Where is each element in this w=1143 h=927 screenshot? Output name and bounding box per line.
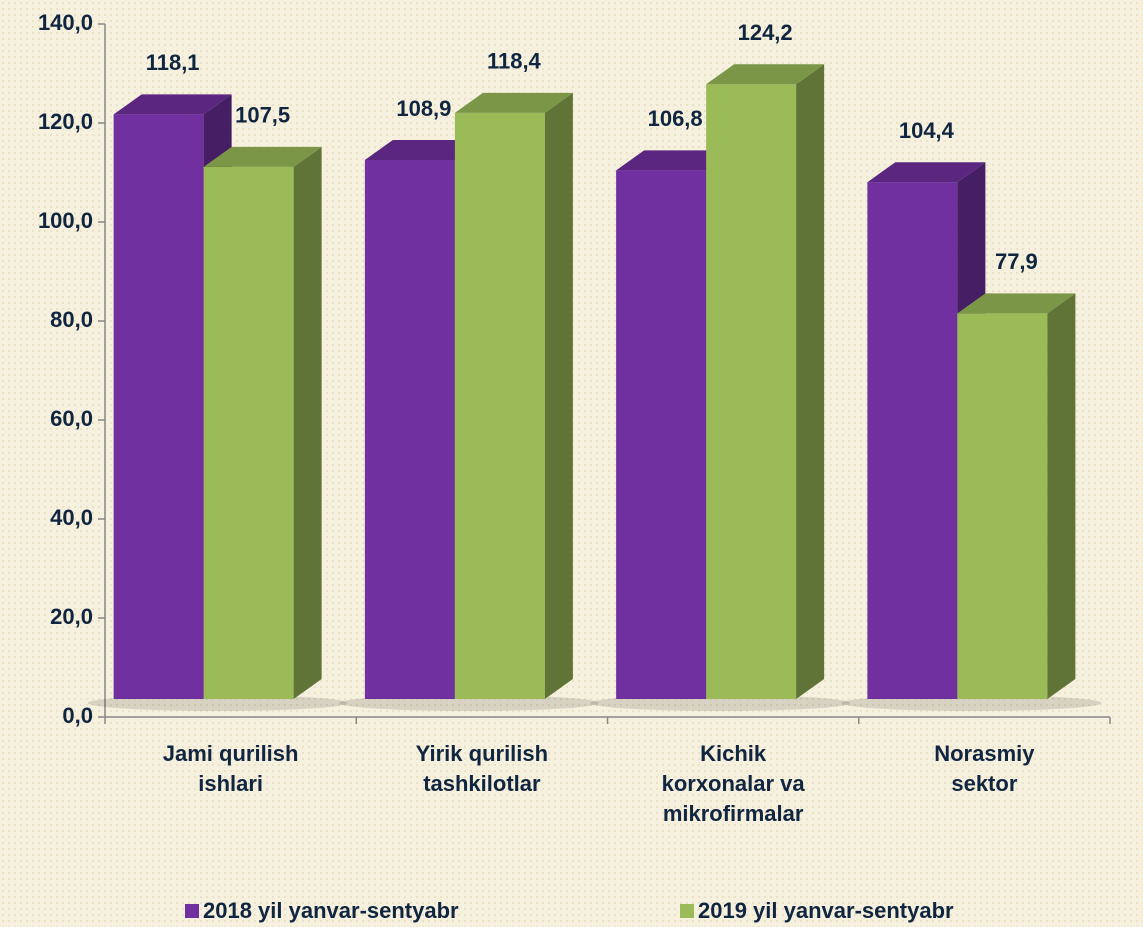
bar-top	[203, 146, 322, 167]
data-label: 118,4	[487, 49, 542, 74]
bar-top	[957, 293, 1076, 314]
bar-front	[113, 114, 204, 699]
bar	[203, 146, 322, 699]
bar-top	[616, 150, 735, 171]
data-label: 106,8	[648, 106, 703, 131]
bar-top	[706, 64, 825, 85]
bar-top	[454, 92, 573, 113]
y-tick-label: 140,0	[38, 10, 93, 35]
y-tick-label: 0,0	[62, 703, 93, 728]
bar-front	[957, 313, 1048, 699]
data-label: 77,9	[995, 249, 1038, 274]
x-tick-label: Yirik qurilish tashkilotlar	[416, 741, 548, 796]
bar-top	[364, 139, 483, 160]
data-label: 108,9	[396, 96, 451, 121]
y-tick-label: 80,0	[50, 307, 93, 332]
bar-front	[706, 84, 797, 699]
legend-label: 2018 yil yanvar-sentyabr	[203, 898, 459, 923]
legend-swatch	[185, 904, 199, 918]
y-tick-label: 120,0	[38, 109, 93, 134]
y-tick-label: 20,0	[50, 604, 93, 629]
y-tick-label: 100,0	[38, 208, 93, 233]
y-tick-label: 60,0	[50, 406, 93, 431]
bar-top	[867, 162, 986, 183]
data-label: 118,1	[146, 50, 200, 75]
bar-front	[867, 182, 958, 700]
legend-label: 2019 yil yanvar-sentyabr	[698, 898, 954, 923]
data-label: 124,2	[738, 20, 793, 45]
y-tick-label: 40,0	[50, 505, 93, 530]
bar-front	[203, 166, 294, 699]
bar-front	[616, 170, 707, 700]
bar	[957, 293, 1076, 699]
bar-side	[1047, 293, 1076, 699]
bar	[454, 92, 573, 700]
bar-side	[796, 64, 825, 699]
bar-side	[293, 146, 322, 699]
bar-front	[454, 112, 545, 700]
legend-swatch	[680, 904, 694, 918]
bar-top	[113, 94, 232, 115]
bar-front	[364, 159, 455, 699]
x-tick-label: Jami qurilish ishlari	[163, 741, 299, 796]
data-label: 104,4	[899, 118, 955, 143]
bar	[706, 64, 825, 699]
bar-side	[544, 92, 573, 700]
x-tick-label: Kichik korxonalar va mikrofirmalar	[662, 741, 806, 826]
x-tick-label: Norasmiy sektor	[934, 741, 1035, 796]
data-label: 107,5	[235, 103, 290, 128]
